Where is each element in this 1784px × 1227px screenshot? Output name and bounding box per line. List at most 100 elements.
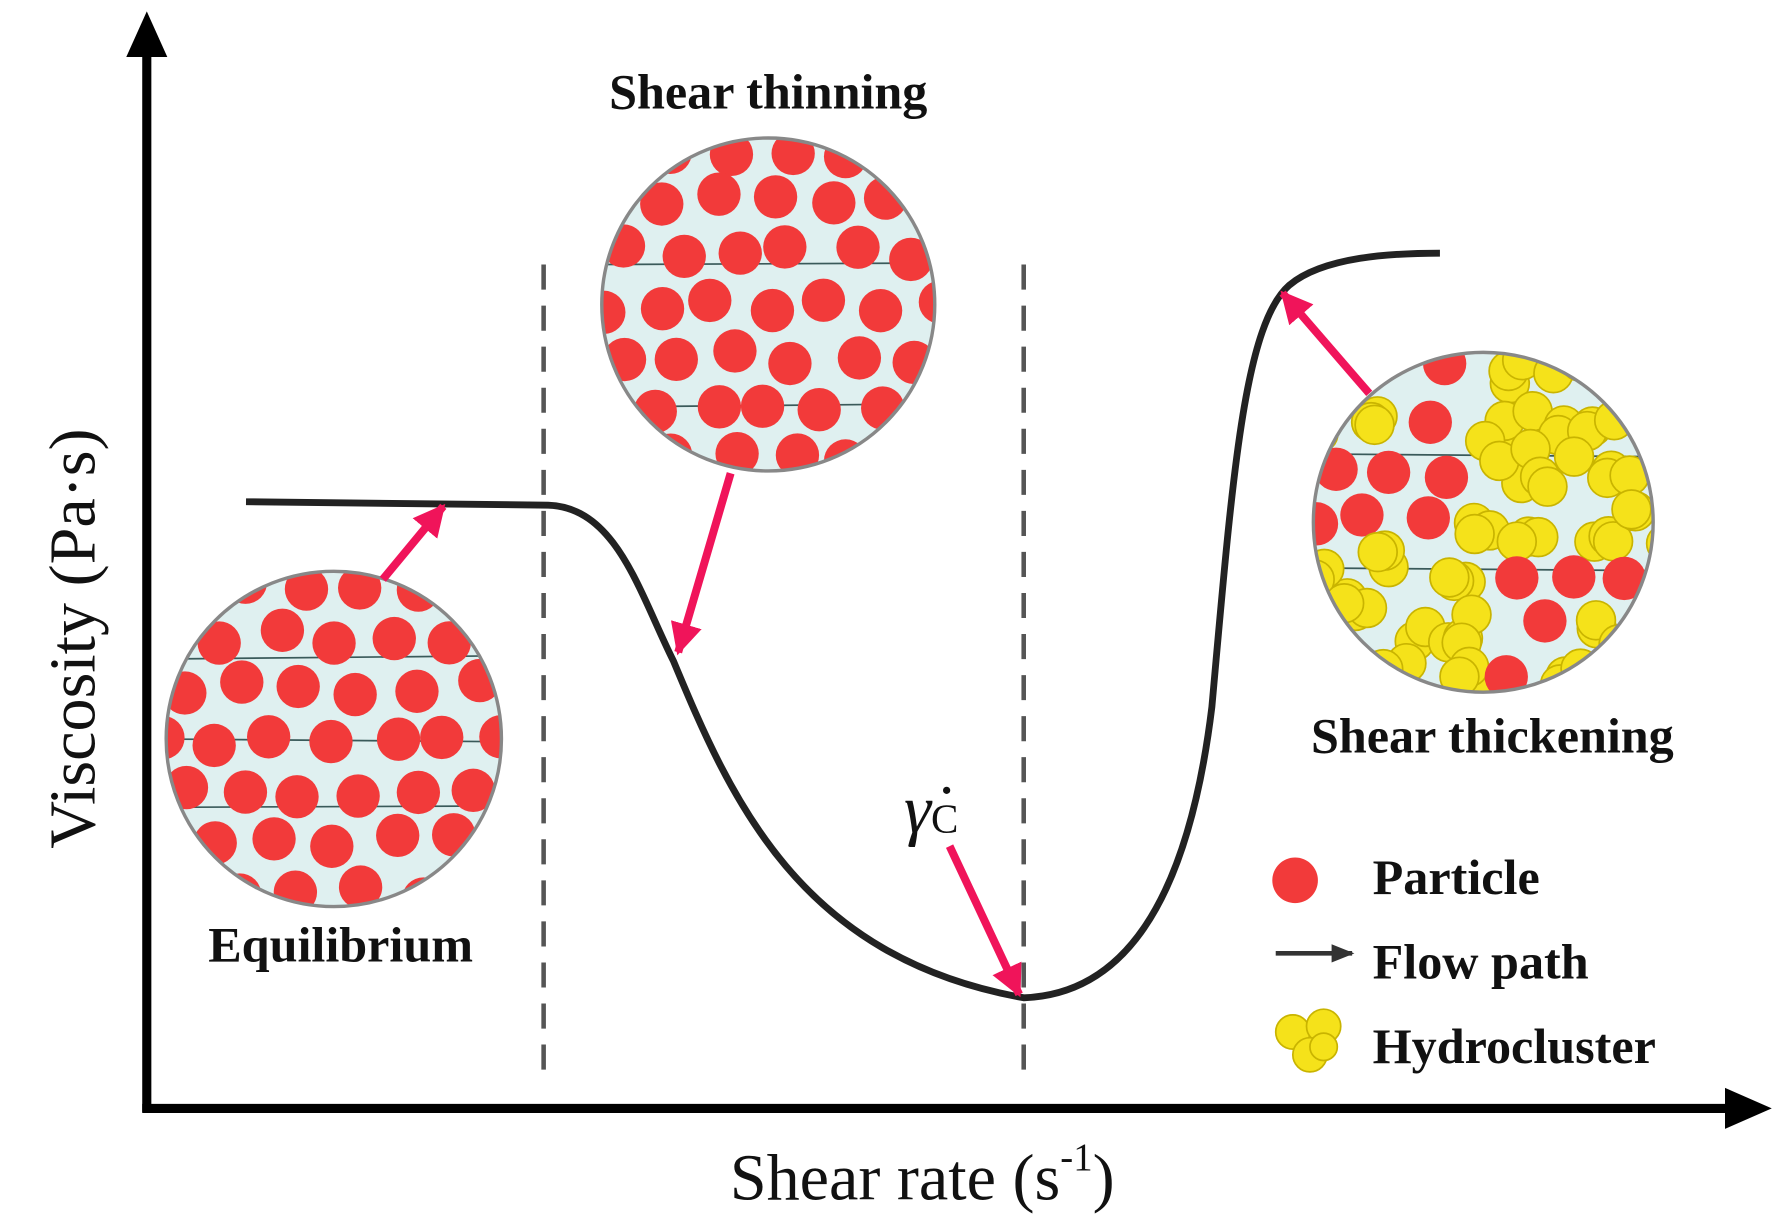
particle (516, 875, 559, 918)
hydrocluster-particle (1354, 404, 1395, 446)
particle (218, 873, 262, 907)
particle (401, 877, 446, 907)
particle (276, 664, 320, 709)
particle (948, 442, 991, 485)
hydrocluster-particle (1527, 466, 1568, 507)
particle (801, 278, 846, 322)
particle (1602, 556, 1646, 601)
region-label: Shear thickening (1311, 708, 1674, 764)
thinning-inset (601, 123, 993, 485)
particle (648, 137, 692, 175)
particle (310, 824, 354, 868)
inset-border (600, 136, 937, 473)
particle (223, 770, 268, 814)
particle (880, 137, 925, 171)
particle (284, 571, 329, 611)
hydrocluster-particle (1357, 531, 1398, 573)
particle (1523, 599, 1567, 643)
inset-border (1311, 350, 1655, 694)
particle (396, 770, 441, 815)
hydrocluster-particle (1496, 521, 1538, 562)
pointer-arrows (379, 290, 1373, 998)
hydrocluster-particle (1313, 606, 1333, 648)
particle (889, 237, 933, 282)
hydrocluster-particle (1313, 608, 1334, 650)
hydrocluster-particle (1648, 645, 1654, 687)
particle (1408, 400, 1452, 444)
particle (950, 123, 993, 166)
legend-label: Particle (1373, 849, 1540, 905)
particle (166, 617, 177, 661)
particle (837, 336, 882, 380)
inset-border (164, 569, 504, 909)
particle (768, 341, 812, 386)
particle (376, 813, 420, 858)
particle (166, 571, 205, 611)
hydrocluster-particle (1651, 617, 1654, 658)
x-label-text: Shear rate (s (730, 1142, 1060, 1215)
flow-line (166, 805, 502, 809)
particle (427, 621, 471, 665)
particle (252, 817, 296, 861)
particle (688, 278, 732, 323)
hydrocluster-particle (1651, 352, 1654, 378)
particle (601, 440, 642, 471)
x-axis-label: Shear rate (s-1) (730, 1136, 1115, 1215)
particle (718, 231, 762, 275)
hydrocluster-particle (1611, 489, 1652, 530)
y-arrow (126, 11, 168, 58)
particle (431, 813, 476, 857)
hydrocluster-particle (1384, 352, 1426, 370)
particle (372, 616, 416, 661)
legend-cluster-icon (1274, 1008, 1342, 1073)
x-arrow (1725, 1087, 1772, 1129)
particle (823, 439, 868, 471)
particle (863, 176, 908, 220)
particle (338, 865, 383, 907)
particle (836, 225, 880, 269)
hydrocluster-particle (1599, 352, 1640, 372)
hydrocluster-particle (1313, 392, 1336, 434)
hydrocluster-particle (1645, 523, 1654, 564)
pointer (670, 472, 735, 656)
particle (1422, 352, 1467, 386)
hydrocluster-particle (1635, 414, 1654, 455)
x-label-end: ) (1093, 1142, 1115, 1215)
particle (376, 717, 421, 761)
particle (192, 723, 236, 768)
hydrocluster-particle (1454, 513, 1495, 555)
particle (451, 768, 495, 812)
particle (884, 429, 928, 471)
particle (395, 669, 439, 713)
particle (273, 870, 318, 907)
thickening-inset (1313, 352, 1707, 711)
hydrocluster-particle (1662, 467, 1701, 506)
particle (601, 137, 640, 166)
particle (197, 621, 241, 665)
region-label: Equilibrium (208, 916, 473, 972)
hydrocluster-particle (1323, 583, 1365, 624)
region-label: Shear thinning (609, 63, 927, 119)
particle (446, 571, 490, 605)
hydrocluster-particle (1629, 407, 1654, 448)
hydrocluster-particle (1313, 365, 1343, 407)
particle (1424, 455, 1469, 499)
particle (662, 234, 706, 279)
hydrocluster-particle (1668, 672, 1707, 711)
particle (336, 774, 380, 818)
particle (1651, 544, 1654, 589)
particle (220, 660, 264, 704)
particle (740, 384, 785, 428)
hydrocluster-particle (1600, 650, 1641, 692)
particle (490, 612, 502, 656)
particle (275, 775, 319, 819)
particle (937, 336, 980, 379)
hydrocluster-particle (1553, 436, 1595, 477)
particle (1495, 556, 1539, 600)
critical-label: γ̇C (904, 771, 958, 847)
hydrocluster-particle (1578, 352, 1620, 376)
hydrocluster-particle (1642, 352, 1654, 394)
particle (260, 608, 305, 652)
